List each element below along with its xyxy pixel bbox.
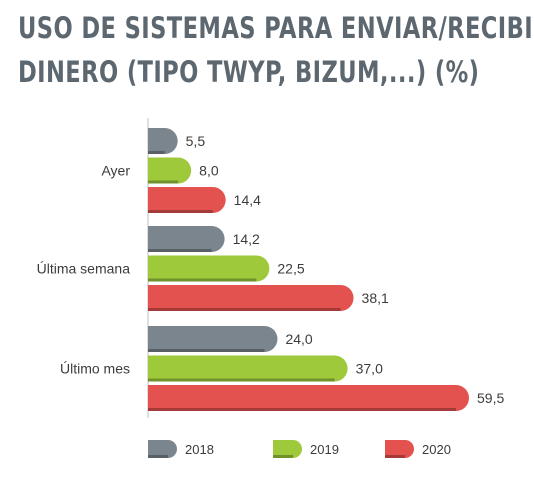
- category-label: Último mes: [60, 361, 130, 377]
- bar-shadow-2018-ultima-semana: [148, 249, 212, 252]
- category-label: Última semana: [37, 261, 131, 277]
- legend-swatch-2019: [273, 440, 302, 458]
- data-label-2018-ultimo-mes: 24,0: [285, 331, 312, 347]
- data-label-2020-ayer: 14,4: [234, 192, 261, 208]
- bar-shadow-2018-ultimo-mes: [148, 349, 265, 352]
- bar-2020-ultima-semana: [148, 285, 354, 311]
- bar-2018-ultima-semana: [148, 226, 225, 252]
- bar-2020-ayer: [148, 187, 226, 213]
- data-label-2018-ultima-semana: 14,2: [233, 231, 260, 247]
- bar-shadow-2020-ultimo-mes: [148, 408, 456, 411]
- bar-2018-ultimo-mes: [148, 326, 278, 352]
- bar-shadow-2018-ayer: [148, 151, 165, 154]
- bar-2018-ayer: [148, 128, 178, 154]
- legend-label-2020: 2020: [422, 442, 451, 457]
- data-label-2019-ultima-semana: 22,5: [277, 261, 304, 277]
- data-label-2020-ultima-semana: 38,1: [362, 290, 389, 306]
- bar-shadow-2019-ultima-semana: [148, 278, 257, 282]
- bar-shadow-2019-ultimo-mes: [148, 378, 335, 382]
- legend-swatch-2018: [148, 440, 177, 458]
- legend-swatch-shadow-2019: [273, 455, 293, 458]
- bar-shadow-2020-ayer: [148, 210, 213, 213]
- data-label-2018-ayer: 5,5: [186, 133, 206, 149]
- data-label-2019-ayer: 8,0: [199, 163, 219, 179]
- bar-2020-ultimo-mes: [148, 385, 469, 411]
- legend-label-2018: 2018: [185, 442, 214, 457]
- legend-label-2019: 2019: [310, 442, 339, 457]
- bar-2019-ultimo-mes: [148, 355, 348, 382]
- bar-shadow-2019-ayer: [148, 180, 179, 184]
- category-label: Ayer: [101, 163, 130, 179]
- legend-swatch-shadow-2020: [385, 455, 405, 458]
- legend-swatch-2020: [385, 440, 414, 458]
- bar-2019-ultima-semana: [148, 255, 270, 282]
- legend-swatch-shadow-2018: [148, 455, 168, 458]
- bar-shadow-2020-ultima-semana: [148, 308, 341, 311]
- chart-title-line-2: DINERO (TIPO TWYP, BIZUM,...) (%): [18, 55, 480, 89]
- data-label-2019-ultimo-mes: 37,0: [356, 361, 383, 377]
- bar-2019-ayer: [148, 157, 192, 184]
- data-label-2020-ultimo-mes: 59,5: [477, 390, 504, 406]
